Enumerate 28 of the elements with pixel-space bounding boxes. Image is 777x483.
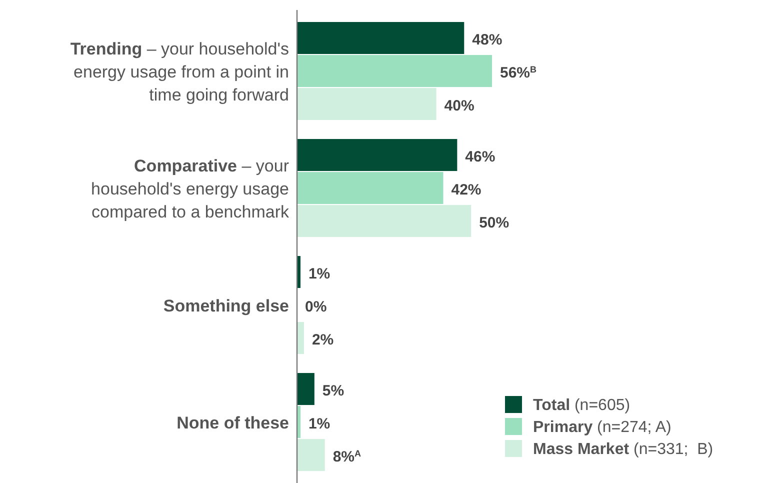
bar xyxy=(297,172,444,204)
y-tick-label: Comparative – your household's energy usage compared to a benchmark xyxy=(91,156,290,222)
data-label: 2% xyxy=(312,332,334,348)
bar xyxy=(297,439,325,471)
legend-label: Primary (n=274; A) xyxy=(533,419,672,436)
y-tick-label: Something else xyxy=(163,296,289,316)
data-label: 5% xyxy=(322,382,344,400)
data-label: 1% xyxy=(308,266,330,282)
legend-label: Mass Market (n=331; B) xyxy=(533,441,714,458)
bar xyxy=(297,22,464,54)
data-label: 56%$^{B}$ xyxy=(500,64,538,82)
bar xyxy=(297,322,304,354)
bar xyxy=(297,139,458,171)
bar xyxy=(297,373,314,405)
data-label: 8%$^{A}$ xyxy=(332,448,362,466)
data-label: 40% xyxy=(444,98,474,114)
y-tick-label: None of these xyxy=(176,414,289,432)
data-label: 42% xyxy=(451,182,482,198)
legend-label: Total (n=605) xyxy=(533,397,630,414)
bar xyxy=(297,205,472,237)
data-label: 0% xyxy=(305,298,327,316)
data-label: 46% xyxy=(465,148,496,166)
bar xyxy=(297,88,436,120)
data-label: 48% xyxy=(472,32,502,48)
y-tick-label: Trending – your household's energy usage from a point in time going forward xyxy=(70,40,289,104)
bar xyxy=(297,55,492,87)
data-label: 1% xyxy=(308,416,330,432)
data-label: 50% xyxy=(479,214,510,232)
